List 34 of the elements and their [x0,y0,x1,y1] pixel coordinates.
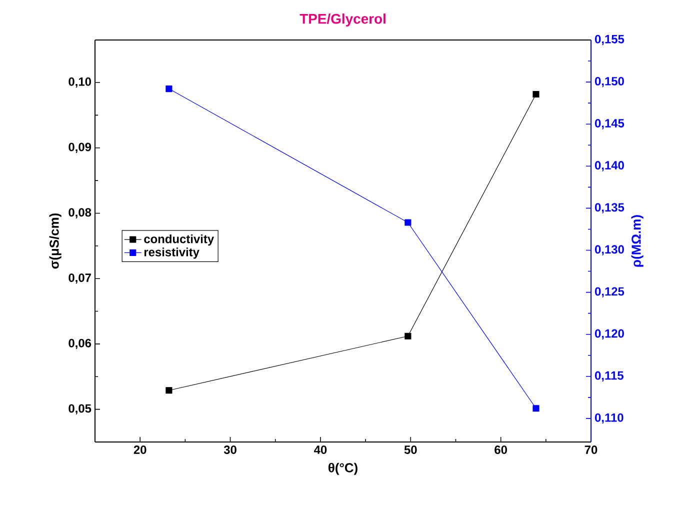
x-tick-label: 60 [494,446,507,454]
y2-axis-title: ρ(MΩ.m) [631,215,644,267]
point [532,90,540,98]
y2-tick-label: 0,140 [594,161,624,172]
x-tick-label: 20 [134,446,146,454]
y2-tick-label: 0,150 [594,76,624,88]
legend-label: resistivity [144,248,200,259]
y2-tick-label: 0,110 [594,413,624,424]
y-tick-label: 0,07 [68,273,91,284]
y2-tick-label: 0,125 [594,287,624,298]
y-tick-label: 0,10 [68,77,91,88]
x-tick-label: 70 [584,446,598,454]
point [404,332,412,340]
y2-tick-label: 0,130 [594,245,624,256]
y-axis-title: σ(μS/cm) [49,213,62,269]
y2-tick-label: 0,145 [594,119,624,130]
y2-tick-label: 0,120 [594,329,624,340]
y-tick-label: 0,05 [68,404,92,414]
x-axis-title: θ(°C) [328,462,358,475]
point [404,219,412,226]
legend-label: conductivity [144,234,214,246]
y2-tick-label: 0,135 [594,203,624,214]
x-tick-label: 40 [314,446,327,454]
point [166,387,172,394]
point [532,405,540,412]
x-tick-label: 30 [224,446,236,454]
point [166,85,172,92]
y2-tick-label: 0,155 [594,34,624,46]
y-tick-label: 0,09 [68,142,92,153]
x-tick-label: 50 [404,446,417,454]
chart-title: TPE/Glycerol [300,14,386,27]
y2-tick-label: 0,115 [594,371,624,382]
y-tick-label: 0,06 [68,338,92,350]
y-tick-label: 0,08 [68,208,92,218]
